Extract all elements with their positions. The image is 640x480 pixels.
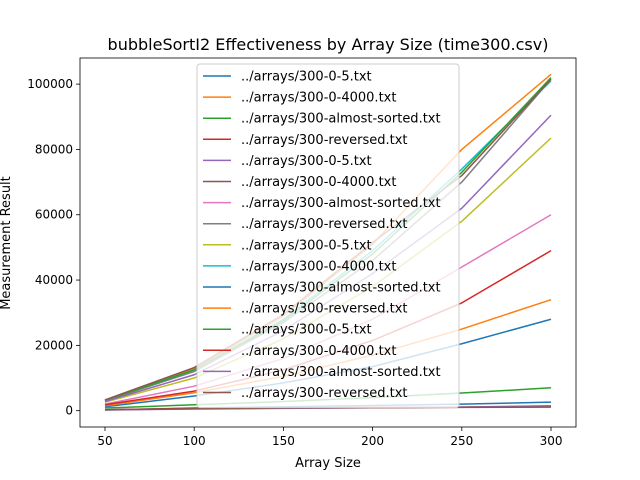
x-axis-label: Array Size [295,456,361,471]
legend-box [196,63,460,409]
plot-area: 50 100 150 200 250 300 0 20000 40000 60000 80000 10… [27,57,577,448]
y-tick-label: 60000 [35,208,73,222]
legend-entry-14: ../arrays/300-0-4000.txt [241,344,396,359]
legend-entry-1: ../arrays/300-0-5.txt [241,70,372,85]
legend-entry-11: ../arrays/300-almost-sorted.txt [241,281,441,296]
x-tick-label: 200 [361,434,384,448]
legend-entry-10: ../arrays/300-0-4000.txt [241,259,396,274]
legend-entry-9: ../arrays/300-0-5.txt [241,238,372,253]
chart-title: bubbleSortI2 Effectiveness by Array Size… [108,35,549,54]
legend: ../arrays/300-0-5.txt ../arrays/300-0-400… [196,63,460,409]
legend-entry-7: ../arrays/300-almost-sorted.txt [241,196,441,211]
y-tick-label: 100000 [27,77,73,91]
legend-entry-2: ../arrays/300-0-4000.txt [241,91,396,106]
x-tick-label: 300 [540,434,563,448]
y-tick-label: 80000 [35,142,73,156]
legend-entry-15: ../arrays/300-almost-sorted.txt [241,365,441,380]
legend-entry-13: ../arrays/300-0-5.txt [241,323,372,338]
legend-entry-12: ../arrays/300-reversed.txt [241,302,408,317]
legend-entry-3: ../arrays/300-almost-sorted.txt [241,112,441,127]
legend-entry-4: ../arrays/300-reversed.txt [241,133,408,148]
y-axis-label: Measurement Result [0,176,14,310]
x-tick-label: 50 [97,434,112,448]
legend-entry-16: ../arrays/300-reversed.txt [241,386,408,401]
x-tick-label: 150 [272,434,295,448]
axes-frame [79,57,577,428]
y-tick-label: 0 [65,404,73,418]
y-tick-label: 40000 [35,273,73,287]
y-tick-label: 20000 [35,338,73,352]
x-tick-label: 100 [183,434,206,448]
legend-entry-6: ../arrays/300-0-4000.txt [241,175,396,190]
x-tick-label: 250 [450,434,473,448]
legend-entry-8: ../arrays/300-reversed.txt [241,217,408,232]
legend-entry-5: ../arrays/300-0-5.txt [241,154,372,169]
